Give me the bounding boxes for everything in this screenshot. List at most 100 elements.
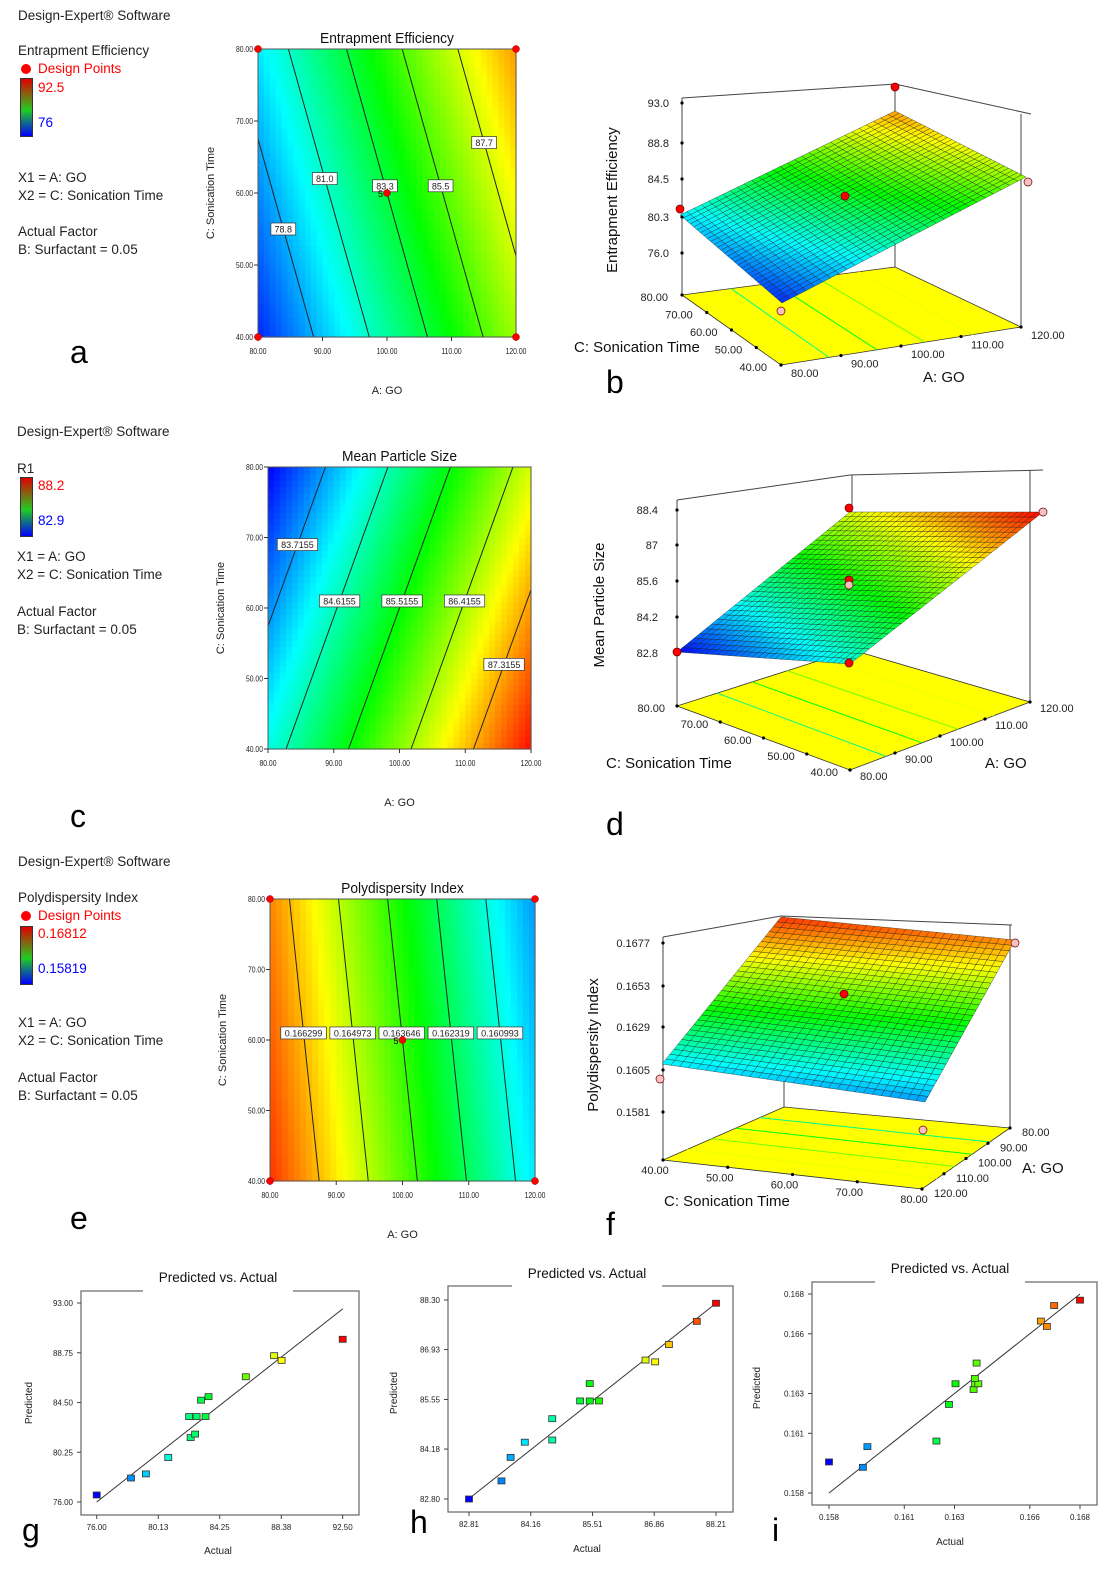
contour-cell bbox=[404, 212, 412, 220]
contour-cell bbox=[463, 49, 470, 57]
contour-cell bbox=[345, 716, 353, 724]
contour-cell bbox=[366, 1110, 373, 1118]
contour-cell bbox=[447, 582, 454, 590]
contour-cell bbox=[321, 652, 329, 660]
contour-cell bbox=[404, 75, 412, 83]
contour-cell bbox=[483, 595, 490, 603]
contour-cell bbox=[330, 975, 337, 983]
contour-cell bbox=[387, 297, 394, 305]
contour-cell bbox=[375, 640, 383, 648]
contour-cell bbox=[423, 614, 430, 622]
contour-cell bbox=[405, 672, 413, 680]
contour-cell bbox=[340, 330, 347, 338]
contour-cell bbox=[297, 672, 305, 680]
contour-cell bbox=[288, 1136, 295, 1144]
contour-cell bbox=[354, 956, 361, 964]
contour-cell bbox=[471, 537, 478, 545]
contour-cell bbox=[445, 62, 453, 70]
contour-cell bbox=[457, 323, 464, 332]
contour-cell bbox=[275, 147, 283, 155]
contour-cell bbox=[387, 697, 395, 705]
contour-cell bbox=[387, 511, 395, 519]
contour-cell bbox=[306, 1040, 313, 1048]
contour-cell bbox=[390, 918, 398, 926]
contour-cell bbox=[402, 1123, 410, 1131]
contour-cell bbox=[321, 608, 329, 616]
contour-cell bbox=[433, 193, 441, 201]
contour-cell bbox=[316, 166, 324, 174]
contour-cell bbox=[357, 62, 365, 70]
contour-cell bbox=[445, 107, 453, 116]
contour-cell bbox=[303, 467, 311, 475]
contour-cell bbox=[357, 511, 365, 519]
contour-cell bbox=[384, 1104, 392, 1112]
contour-cell bbox=[275, 107, 283, 116]
contour-cell bbox=[398, 81, 406, 89]
contour-cell bbox=[366, 931, 373, 939]
contour-cell bbox=[372, 1161, 380, 1169]
contour-cell bbox=[384, 963, 392, 971]
contour-cell bbox=[357, 582, 365, 590]
contour-cell bbox=[510, 49, 517, 57]
contour-cell bbox=[363, 742, 371, 750]
contour-cell bbox=[327, 467, 335, 475]
contour-cell bbox=[268, 569, 275, 577]
contour-cell bbox=[375, 88, 382, 96]
contour-cell bbox=[360, 1014, 367, 1022]
contour-cell bbox=[369, 219, 376, 227]
contour-cell bbox=[486, 297, 494, 305]
contour-cell bbox=[369, 258, 376, 266]
contour-cell bbox=[492, 153, 500, 161]
contour-cell bbox=[392, 199, 400, 207]
contour-cell bbox=[417, 633, 425, 641]
contour-cell bbox=[375, 588, 383, 596]
contour-line bbox=[401, 49, 484, 337]
contour-cell bbox=[348, 1110, 355, 1118]
contour-cell bbox=[304, 278, 312, 286]
contour-cell bbox=[276, 963, 283, 971]
contour-cell bbox=[330, 1148, 337, 1156]
contour-cell bbox=[428, 166, 435, 174]
contour-cell bbox=[288, 975, 295, 983]
contour-cell bbox=[339, 716, 347, 724]
contour-cell bbox=[348, 1104, 355, 1112]
contour-cell bbox=[363, 68, 371, 76]
contour-line bbox=[473, 588, 531, 749]
contour-cell bbox=[303, 569, 311, 577]
contour-cell bbox=[381, 173, 388, 181]
contour-cell bbox=[457, 245, 464, 253]
contour-cell bbox=[291, 691, 299, 699]
contour-cell bbox=[480, 193, 488, 201]
contour-cell bbox=[399, 716, 407, 724]
contour-cell bbox=[381, 691, 389, 699]
contour-cell bbox=[465, 543, 472, 551]
contour-cell bbox=[384, 1129, 392, 1137]
contour-label: 83.7155 bbox=[281, 540, 314, 550]
contour-cell bbox=[291, 479, 299, 487]
contour-cell bbox=[342, 1161, 349, 1169]
contour-cell bbox=[351, 537, 359, 545]
contour-cell bbox=[336, 956, 343, 964]
contour-cell bbox=[340, 101, 347, 109]
contour-cell bbox=[439, 55, 447, 63]
contour-cell bbox=[459, 575, 466, 583]
contour-label: 84.6155 bbox=[323, 596, 356, 606]
contour-cell bbox=[445, 258, 453, 266]
contour-cell bbox=[299, 310, 306, 318]
contour-cell bbox=[322, 206, 329, 214]
contour-cell bbox=[304, 284, 312, 292]
contour-cell bbox=[381, 531, 389, 539]
contour-cell bbox=[288, 1014, 295, 1022]
contour-cell bbox=[288, 1001, 295, 1009]
contour-cell bbox=[381, 499, 389, 507]
contour-cell bbox=[363, 160, 371, 168]
contour-cell bbox=[451, 291, 458, 299]
contour-cell bbox=[445, 88, 453, 96]
contour-cell bbox=[258, 258, 265, 266]
contour-cell bbox=[429, 704, 436, 712]
contour-cell bbox=[321, 499, 329, 507]
contour-cell bbox=[387, 659, 395, 667]
contour-cell bbox=[316, 55, 324, 63]
contour-cell bbox=[492, 193, 500, 201]
contour-cell bbox=[281, 147, 288, 155]
